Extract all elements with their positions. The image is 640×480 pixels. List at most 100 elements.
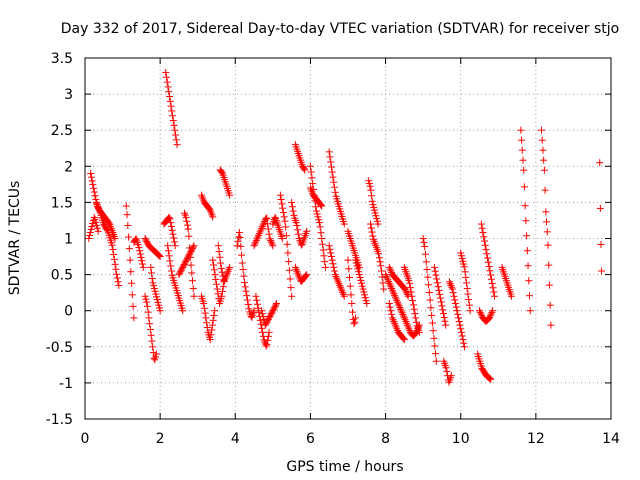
data-point <box>148 274 156 282</box>
data-point <box>217 264 225 272</box>
data-point <box>540 156 548 164</box>
data-point <box>487 310 495 318</box>
data-point <box>402 318 410 326</box>
data-point <box>270 305 278 313</box>
data-point <box>327 249 335 257</box>
data-point <box>598 267 606 275</box>
data-point <box>279 204 287 212</box>
data-point <box>178 265 186 273</box>
data-point <box>166 257 174 265</box>
data-point <box>405 276 413 284</box>
data-point <box>147 331 155 339</box>
data-point <box>391 293 399 301</box>
data-point <box>148 337 156 345</box>
data-point <box>139 260 147 268</box>
data-point <box>143 298 151 306</box>
data-point <box>233 242 241 250</box>
data-point <box>214 290 222 298</box>
data-point <box>256 228 264 236</box>
data-point <box>189 243 197 251</box>
data-point <box>155 252 163 260</box>
data-point <box>182 258 190 266</box>
data-point <box>188 269 196 277</box>
data-point <box>330 178 338 186</box>
data-point <box>259 312 267 320</box>
data-point <box>541 186 549 194</box>
data-point <box>141 292 149 300</box>
data-point <box>252 292 260 300</box>
data-point <box>442 364 450 372</box>
data-point <box>238 259 246 267</box>
data-point <box>314 213 322 221</box>
data-point <box>339 290 347 298</box>
data-point <box>189 284 197 292</box>
data-point <box>278 235 286 242</box>
data-point <box>288 198 296 206</box>
data-point <box>394 300 402 308</box>
data-point <box>336 283 344 291</box>
data-point <box>403 319 411 327</box>
data-point <box>382 272 390 280</box>
data-point <box>462 279 470 287</box>
data-point <box>401 285 409 293</box>
data-point <box>167 222 175 230</box>
data-point <box>303 227 311 235</box>
data-point <box>390 318 398 326</box>
data-point <box>368 228 376 236</box>
data-point <box>448 283 456 291</box>
data-point <box>242 287 250 295</box>
data-point <box>478 224 486 232</box>
data-point <box>352 256 360 264</box>
data-point <box>251 240 259 248</box>
data-point <box>278 200 286 208</box>
y-tick-label: 0.5 <box>51 268 73 284</box>
data-point <box>326 153 334 161</box>
data-point <box>397 307 405 315</box>
data-point <box>487 375 495 383</box>
data-point <box>351 318 359 326</box>
data-point <box>517 126 525 134</box>
data-point <box>404 323 412 331</box>
data-point <box>482 246 490 254</box>
data-point <box>441 317 449 325</box>
data-point <box>283 240 291 248</box>
data-point <box>301 166 309 174</box>
data-point <box>355 268 363 276</box>
data-point <box>263 318 271 326</box>
data-point <box>185 232 193 240</box>
data-point <box>488 280 496 288</box>
data-point <box>128 291 136 299</box>
data-point <box>208 326 216 334</box>
data-point <box>87 170 95 178</box>
data-point <box>403 321 411 329</box>
data-point <box>385 263 393 271</box>
data-point <box>407 288 415 296</box>
data-point <box>187 247 195 255</box>
data-point <box>386 281 394 289</box>
x-axis-label: GPS time / hours <box>286 459 403 475</box>
data-point <box>358 279 366 287</box>
data-point <box>167 262 175 270</box>
data-point <box>332 272 340 280</box>
data-point <box>367 220 375 228</box>
data-point <box>152 350 160 358</box>
data-point <box>86 231 94 239</box>
data-point <box>425 288 433 296</box>
data-point <box>460 263 468 271</box>
data-point <box>143 302 151 310</box>
data-point <box>293 222 301 230</box>
data-point <box>368 197 376 205</box>
data-point <box>209 261 217 269</box>
data-point <box>183 217 191 225</box>
data-point <box>454 310 462 318</box>
data-point <box>147 269 155 277</box>
data-point <box>317 201 325 209</box>
data-point <box>466 307 474 315</box>
data-point <box>307 168 315 176</box>
data-point <box>164 247 172 255</box>
data-point <box>442 321 450 329</box>
data-point <box>463 284 471 292</box>
data-point <box>409 297 417 305</box>
data-point <box>272 301 280 309</box>
data-point <box>333 276 341 284</box>
